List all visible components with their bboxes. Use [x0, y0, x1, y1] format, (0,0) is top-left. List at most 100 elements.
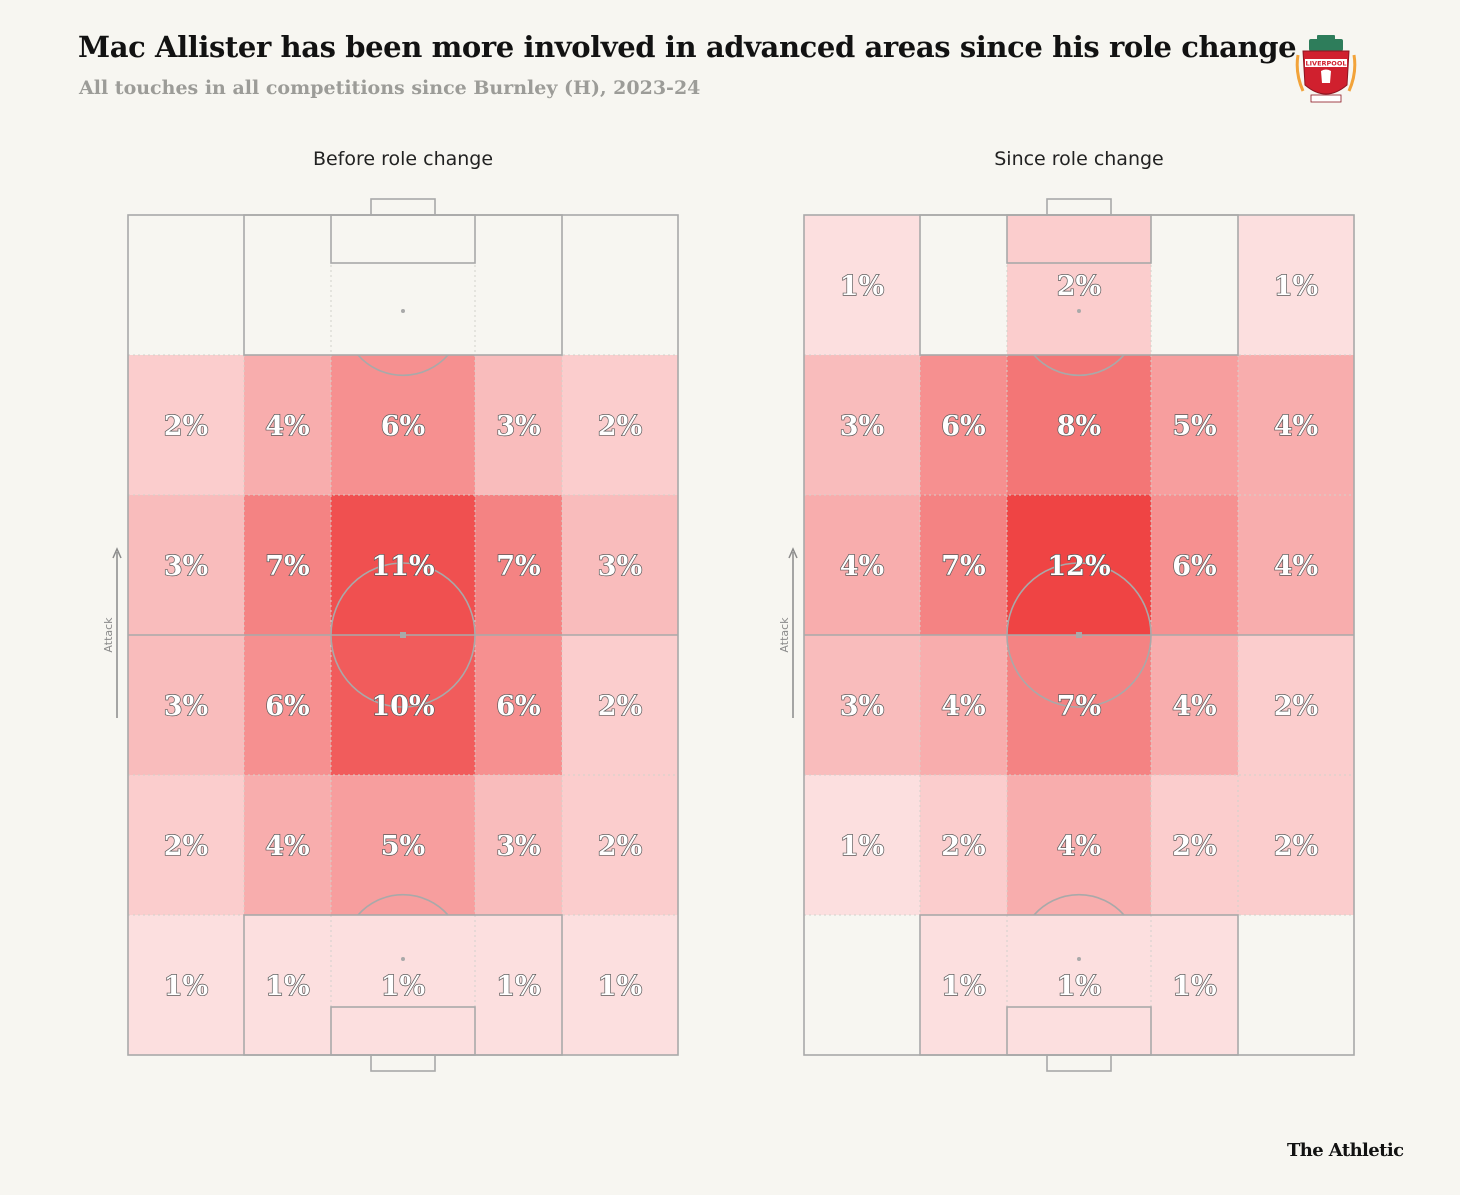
heat-cell [331, 495, 475, 635]
cell-value-label: 6% [496, 691, 540, 722]
cell-value-label: 3% [598, 551, 642, 582]
penalty-spot-top [1077, 309, 1081, 313]
pitch-panel: Before role change 2% 4% 6% 3% 2% 3% 7% 11% 7% 3% 3… [102, 148, 679, 1072]
heat-cell [331, 355, 475, 495]
heat-cell [804, 635, 920, 775]
heat-cell [1151, 495, 1238, 635]
cell-value-label: 7% [265, 551, 309, 582]
cell-value-label: 4% [1057, 831, 1101, 862]
heat-cell [475, 495, 562, 635]
goal-top [370, 198, 436, 216]
heat-cell [1007, 215, 1151, 355]
cell-value-label: 6% [1172, 551, 1216, 582]
cell-value-label: 4% [1172, 691, 1216, 722]
heat-cell [920, 635, 1007, 775]
cell-value-label: 1% [1274, 271, 1318, 302]
heat-cell [244, 775, 331, 915]
liverpool-crest: LIVERPOOL [1295, 35, 1357, 103]
penalty-arc-bottom [1033, 893, 1125, 916]
attack-arrowhead-icon [788, 547, 798, 559]
cell-value-label: 4% [265, 411, 309, 442]
heat-cell [128, 355, 244, 495]
liver-bird-icon [1321, 69, 1331, 83]
cell-value-label: 3% [840, 411, 884, 442]
cell-value-label: 10% [371, 691, 434, 722]
heat-cell [920, 775, 1007, 915]
cell-value-label: 3% [496, 831, 540, 862]
cell-value-label: 6% [265, 691, 309, 722]
cell-value-label: 1% [496, 971, 540, 1002]
cell-value-label: 6% [381, 411, 425, 442]
pitch-panel: Since role change 1% 2% 1% 3% 6% 8% 5% 4% 4% 7% 12%… [778, 148, 1355, 1072]
cell-value-label: 7% [1057, 691, 1101, 722]
cell-value-label: 2% [598, 831, 642, 862]
cell-value-label: 1% [265, 971, 309, 1002]
heat-cell [920, 355, 1007, 495]
heat-cell [1238, 495, 1354, 635]
heat-cell [1238, 775, 1354, 915]
heat-cell [1151, 355, 1238, 495]
cell-value-label: 2% [164, 411, 208, 442]
heat-cell [562, 635, 678, 775]
attack-axis-label: Attack [102, 617, 115, 653]
heat-cell [244, 495, 331, 635]
cell-value-label: 2% [1057, 271, 1101, 302]
cell-value-label: 6% [941, 411, 985, 442]
panel-title: Since role change [994, 148, 1164, 170]
heat-cell [1238, 355, 1354, 495]
centre-spot [400, 632, 406, 638]
cell-value-label: 4% [265, 831, 309, 862]
chart-title: Mac Allister has been more involved in a… [78, 30, 1297, 64]
cell-value-label: 1% [840, 831, 884, 862]
cell-value-label: 5% [1172, 411, 1216, 442]
panel-title: Before role change [313, 148, 493, 170]
cell-value-label: 8% [1057, 411, 1101, 442]
heat-cell [475, 355, 562, 495]
heat-cell [804, 775, 920, 915]
cell-value-label: 2% [1274, 831, 1318, 862]
heat-cell [562, 495, 678, 635]
penalty-spot-bottom [401, 957, 405, 961]
cell-value-label: 3% [164, 551, 208, 582]
heat-cell [562, 775, 678, 915]
cell-value-label: 1% [598, 971, 642, 1002]
heat-cell [1007, 915, 1151, 1055]
heat-cell [244, 355, 331, 495]
penalty-spot-top [401, 309, 405, 313]
cell-value-label: 2% [941, 831, 985, 862]
heat-cell [475, 915, 562, 1055]
crest-gates-icon [1309, 35, 1343, 51]
cell-value-label: 1% [941, 971, 985, 1002]
heat-cell [920, 495, 1007, 635]
heat-cell [804, 495, 920, 635]
heat-cell [1151, 915, 1238, 1055]
cell-value-label: 7% [941, 551, 985, 582]
centre-circle [1006, 562, 1152, 708]
cell-value-label: 4% [840, 551, 884, 582]
cell-value-label: 1% [164, 971, 208, 1002]
cell-value-label: 11% [371, 551, 434, 582]
heat-cell [331, 915, 475, 1055]
brand-logo: The Athletic [1287, 1140, 1404, 1161]
heat-cell [331, 775, 475, 915]
attack-arrowhead-icon [112, 547, 122, 559]
cell-value-label: 12% [1047, 551, 1110, 582]
cell-value-label: 1% [381, 971, 425, 1002]
heat-cell [244, 635, 331, 775]
cell-value-label: 3% [496, 411, 540, 442]
goal-bottom [1046, 1054, 1112, 1072]
penalty-arc-top [1033, 354, 1125, 377]
cell-value-label: 2% [1172, 831, 1216, 862]
cell-value-label: 1% [840, 271, 884, 302]
heat-cell [128, 495, 244, 635]
attack-axis-label: Attack [778, 617, 791, 653]
cell-value-label: 2% [1274, 691, 1318, 722]
cell-value-label: 3% [840, 691, 884, 722]
cell-value-label: 4% [1274, 551, 1318, 582]
heat-cell [331, 635, 475, 775]
cell-value-label: 2% [598, 411, 642, 442]
centre-spot [1076, 632, 1082, 638]
heat-cell [1007, 775, 1151, 915]
cell-value-label: 3% [164, 691, 208, 722]
